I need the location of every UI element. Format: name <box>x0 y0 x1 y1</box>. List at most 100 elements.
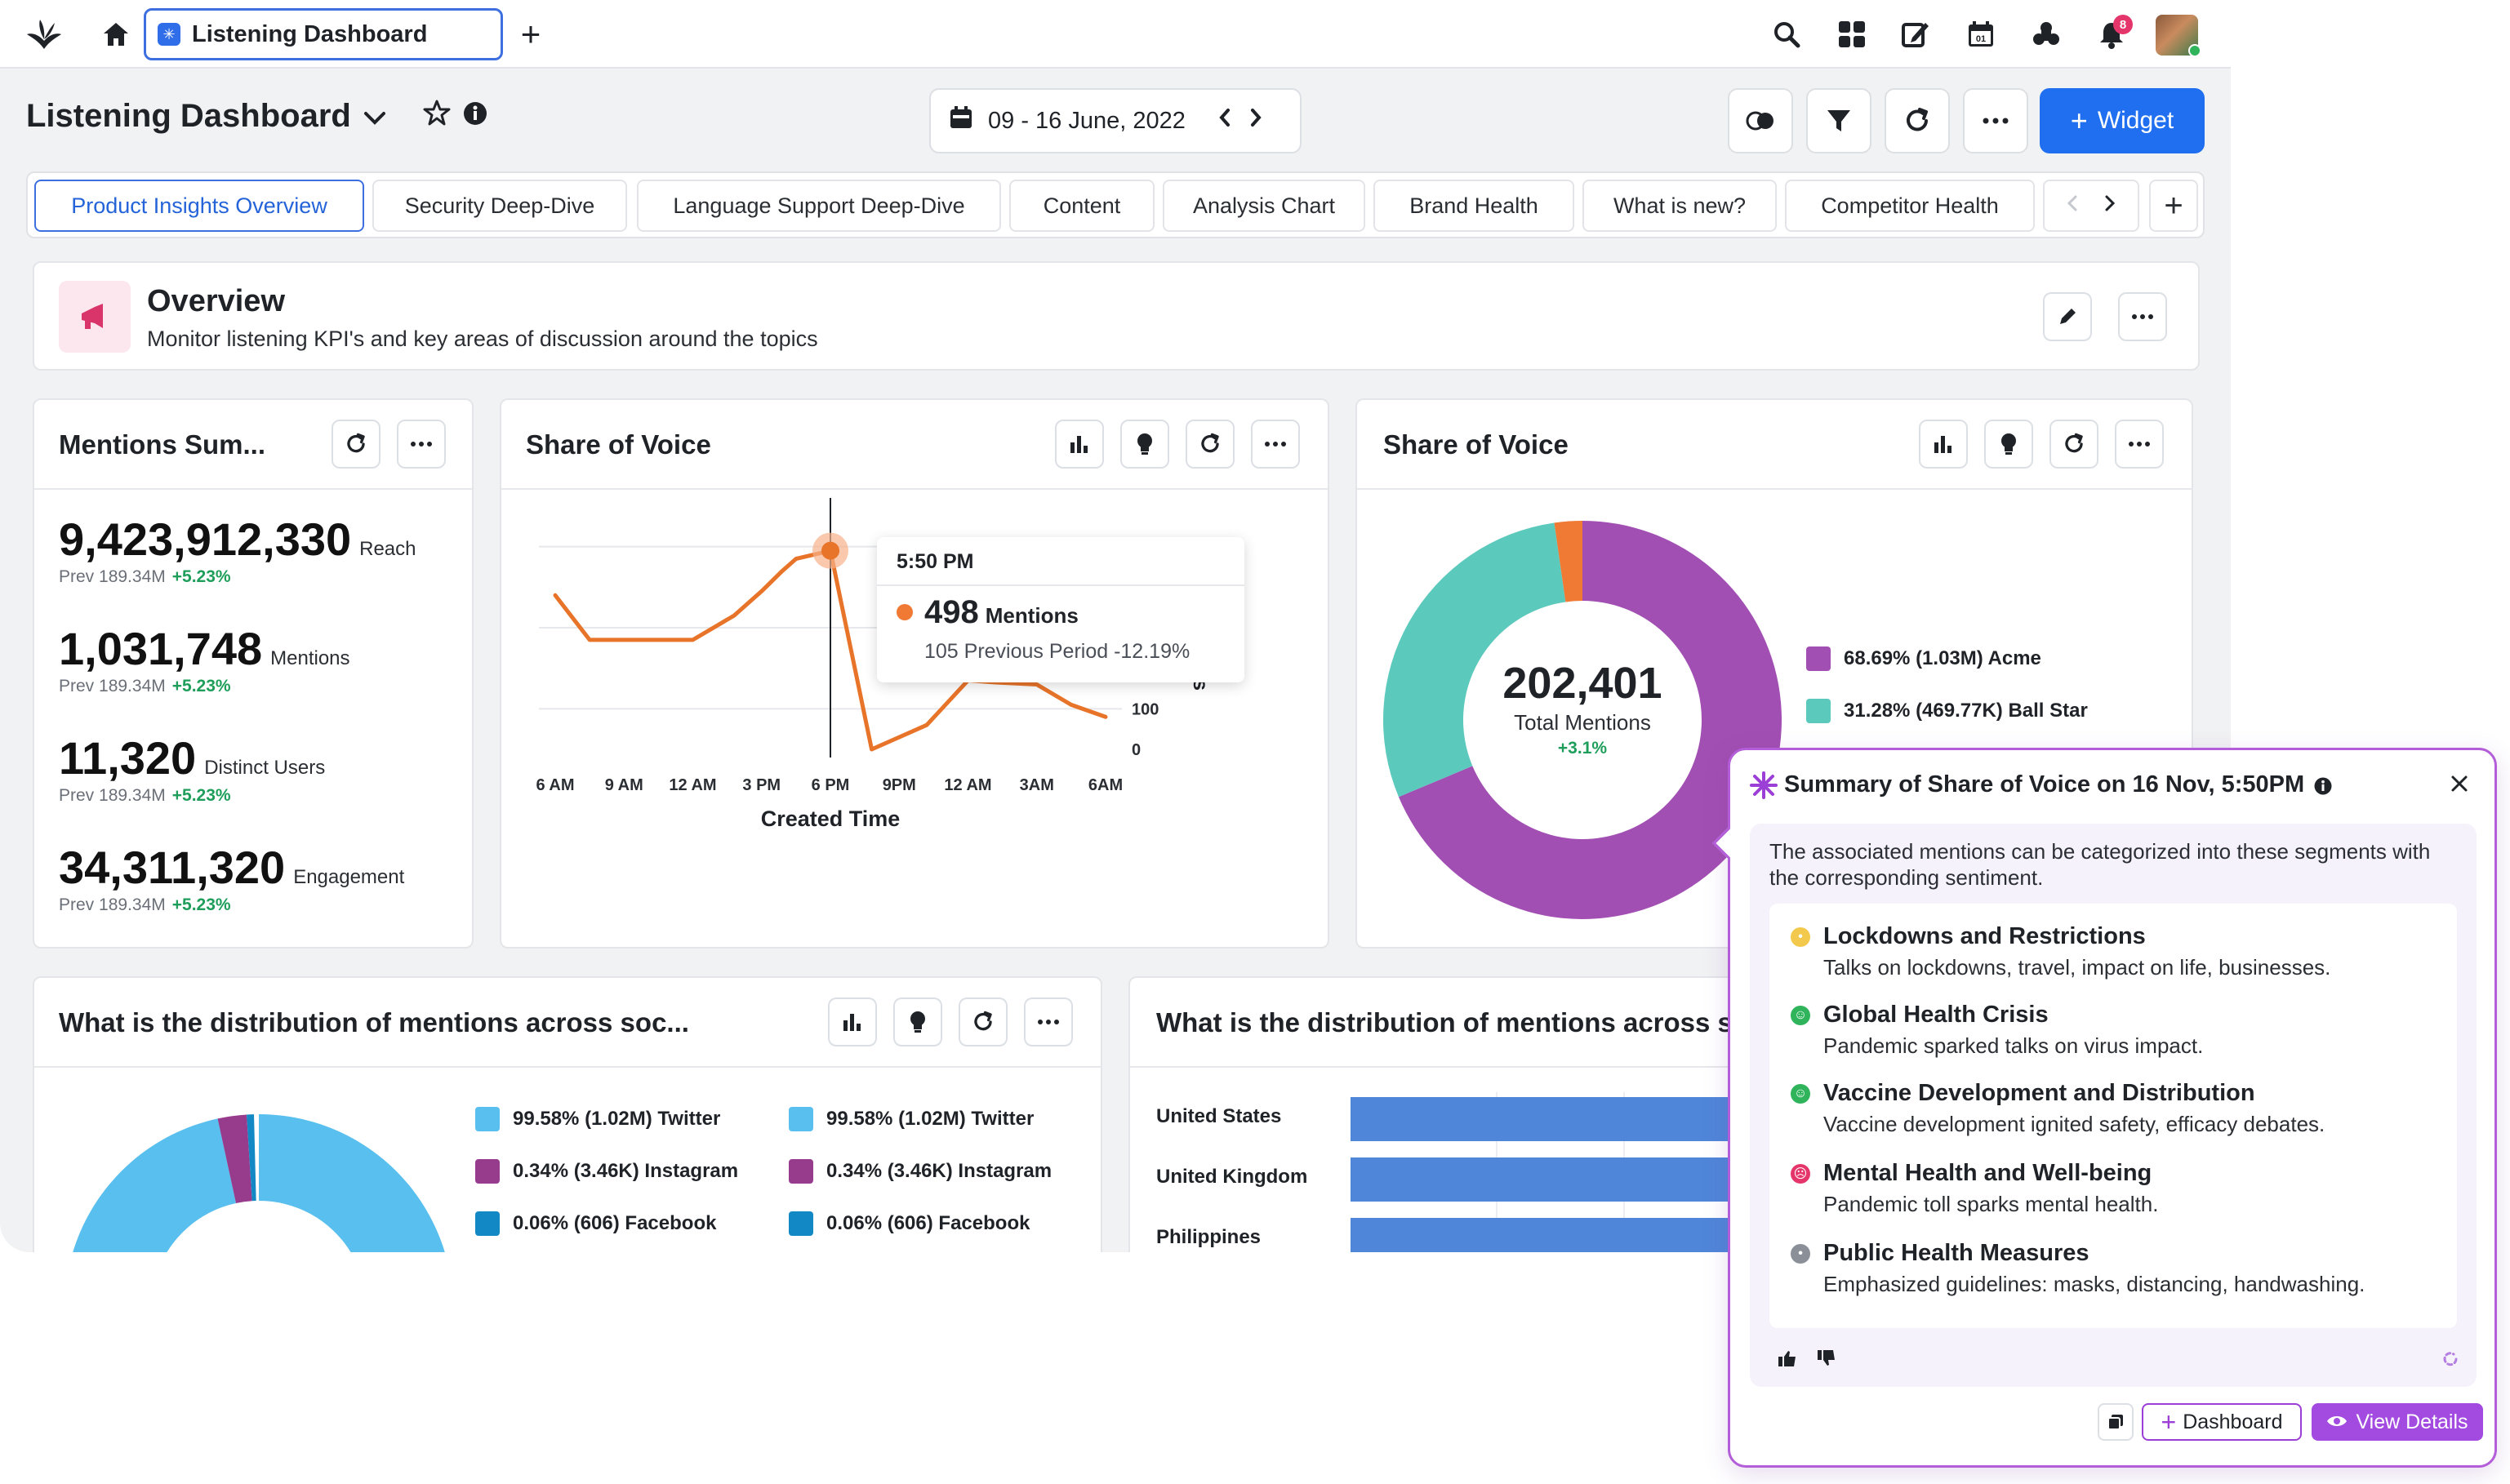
search-icon[interactable] <box>1767 15 1806 54</box>
more-options-button[interactable] <box>1963 88 2028 153</box>
view-details-button[interactable]: View Details <box>2312 1403 2483 1441</box>
legend-item[interactable]: 68.69% (1.03M) Acme <box>1806 646 2088 671</box>
chevron-left-icon[interactable] <box>1217 107 1233 135</box>
more-options-button[interactable] <box>397 420 446 469</box>
page-title-text: Listening Dashboard <box>26 98 351 134</box>
legend-label: 0.06% (606) Facebook <box>826 1212 1030 1234</box>
compose-icon[interactable] <box>1896 15 1935 54</box>
bar-label: Philippines <box>1156 1226 1262 1248</box>
chevron-left-icon[interactable] <box>2066 193 2079 219</box>
mentions-summary-card: Mentions Sum... 9,423,912,330 Reach Prev … <box>33 398 474 949</box>
refresh-button[interactable] <box>332 420 381 469</box>
unknown-sentiment-icon: • <box>1791 1243 1810 1264</box>
tab-product-insights-overview[interactable]: Product Insights Overview <box>34 180 364 232</box>
chevron-down-icon[interactable] <box>363 98 387 135</box>
segment-item[interactable]: ☺ Global Health Crisis Pandemic sparked t… <box>1791 1002 2203 1059</box>
legend-label: 0.34% (3.46K) Instagram <box>513 1160 739 1182</box>
calendar-icon[interactable]: 01 <box>1961 15 2000 54</box>
tooltip-previous: 105 Previous Period -12.19% <box>924 640 1190 663</box>
chart-type-button[interactable] <box>1055 420 1104 469</box>
add-widget-button[interactable]: + Widget <box>2040 88 2205 153</box>
negative-sentiment-icon: ☹ <box>1791 1163 1810 1184</box>
share-of-voice-summary-panel: Summary of Share of Voice on 16 Nov, 5:5… <box>1712 748 2497 1468</box>
segment-description: Pandemic sparked talks on virus impact. <box>1823 1033 2204 1058</box>
more-options-button[interactable] <box>2115 420 2164 469</box>
apps-grid-icon[interactable] <box>1832 15 1871 54</box>
star-icon[interactable] <box>423 98 451 135</box>
card-title: Share of Voice <box>526 429 711 460</box>
legend-item[interactable]: 31.28% (469.77K) Ball Star <box>1806 699 2088 723</box>
overview-card: Overview Monitor listening KPI's and key… <box>33 261 2200 371</box>
legend-item[interactable]: 99.58% (1.02M) Twitter <box>789 1107 1052 1131</box>
refresh-button[interactable] <box>1186 420 1235 469</box>
segment-item[interactable]: • Lockdowns and Restrictions Talks on loc… <box>1791 923 2330 980</box>
kpi-value: 9,423,912,330 <box>59 513 352 565</box>
app-window: ✳ Listening Dashboard + 01 8 Listening D… <box>0 0 2231 1252</box>
kpi-prev: Prev 189.34M <box>59 786 166 805</box>
puzzle-icon[interactable] <box>2027 15 2066 54</box>
copy-button[interactable] <box>2098 1403 2134 1441</box>
kpi-value: 11,320 <box>59 732 197 784</box>
positive-sentiment-icon: ☺ <box>1791 1083 1810 1104</box>
refresh-button[interactable] <box>959 997 1008 1046</box>
home-icon[interactable] <box>96 16 136 52</box>
regenerate-icon[interactable] <box>2441 1349 2460 1373</box>
more-options-button[interactable] <box>1251 420 1300 469</box>
x-tick-label: 6AM <box>1088 776 1123 794</box>
top-bar: ✳ Listening Dashboard + 01 8 <box>0 0 2231 69</box>
tab-content[interactable]: Content <box>1009 180 1155 232</box>
sprinklr-logo-icon[interactable] <box>21 15 67 54</box>
chart-type-button[interactable] <box>828 997 877 1046</box>
add-tab-button[interactable]: + <box>2149 180 2198 232</box>
tab-brand-health[interactable]: Brand Health <box>1373 180 1574 232</box>
kpi-prev: Prev 189.34M <box>59 677 166 695</box>
overview-title: Overview <box>147 284 285 318</box>
card-title: What is the distribution of mentions acr… <box>59 1007 689 1037</box>
info-icon[interactable] <box>2313 776 2333 800</box>
info-icon[interactable] <box>462 98 488 135</box>
plus-icon: + <box>2161 1407 2177 1437</box>
date-range-picker[interactable]: 09 - 16 June, 2022 <box>929 88 1302 153</box>
segment-item[interactable]: • Public Health Measures Emphasized guide… <box>1791 1240 2365 1297</box>
legend-item[interactable]: 0.34% (3.46K) Instagram <box>789 1159 1052 1184</box>
legend-item[interactable]: 0.06% (606) Facebook <box>789 1211 1052 1236</box>
segment-item[interactable]: ☺ Vaccine Development and Distribution Va… <box>1791 1080 2325 1137</box>
edit-button[interactable] <box>2043 292 2092 341</box>
legend-item[interactable]: 0.34% (3.46K) Instagram <box>475 1159 738 1184</box>
filter-button[interactable] <box>1806 88 1871 153</box>
new-tab-plus-icon[interactable]: + <box>520 15 541 53</box>
refresh-button[interactable] <box>2049 420 2098 469</box>
add-to-dashboard-button[interactable]: + Dashboard <box>2142 1403 2302 1441</box>
legend-item[interactable]: 0.06% (606) Facebook <box>475 1211 738 1236</box>
refresh-button[interactable] <box>1885 88 1950 153</box>
insights-bulb-button[interactable] <box>1120 420 1169 469</box>
kpi-reach: 9,423,912,330 Reach Prev 189.34M +5.23% <box>59 513 416 587</box>
social-legend-column-2: 99.58% (1.02M) Twitter 0.34% (3.46K) Ins… <box>789 1107 1052 1236</box>
legend-item[interactable]: 99.58% (1.02M) Twitter <box>475 1107 738 1131</box>
summary-intro: The associated mentions can be categoriz… <box>1769 839 2431 890</box>
legend-label: 68.69% (1.03M) Acme <box>1844 647 2041 669</box>
compare-toggle-button[interactable] <box>1728 88 1793 153</box>
segment-item[interactable]: ☹ Mental Health and Well-being Pandemic t… <box>1791 1160 2158 1217</box>
tab-what-is-new[interactable]: What is new? <box>1582 180 1777 232</box>
chevron-right-icon[interactable] <box>2103 193 2116 219</box>
overview-more-button[interactable] <box>2118 292 2167 341</box>
card-divider <box>34 488 472 490</box>
kpi-change: +5.23% <box>171 786 231 805</box>
tab-analysis-chart[interactable]: Analysis Chart <box>1163 180 1365 232</box>
tab-listening-dashboard[interactable]: ✳ Listening Dashboard <box>144 8 503 60</box>
tab-security-deep-dive[interactable]: Security Deep-Dive <box>372 180 627 232</box>
thumbs-down-icon[interactable] <box>1817 1349 1836 1371</box>
chart-type-button[interactable] <box>1919 420 1968 469</box>
calendar-icon <box>949 105 973 136</box>
close-icon[interactable] <box>2449 773 2470 798</box>
insights-bulb-button[interactable] <box>893 997 942 1046</box>
y-tick-label: 0 <box>1132 741 1141 759</box>
tab-competitor-health[interactable]: Competitor Health <box>1785 180 2035 232</box>
thumbs-up-icon[interactable] <box>1778 1349 1797 1371</box>
insights-bulb-button[interactable] <box>1984 420 2033 469</box>
chevron-right-icon[interactable] <box>1248 107 1264 135</box>
tab-language-support-deep-dive[interactable]: Language Support Deep-Dive <box>637 180 1001 232</box>
more-options-button[interactable] <box>1024 997 1073 1046</box>
card-title: Mentions Sum... <box>59 429 266 460</box>
